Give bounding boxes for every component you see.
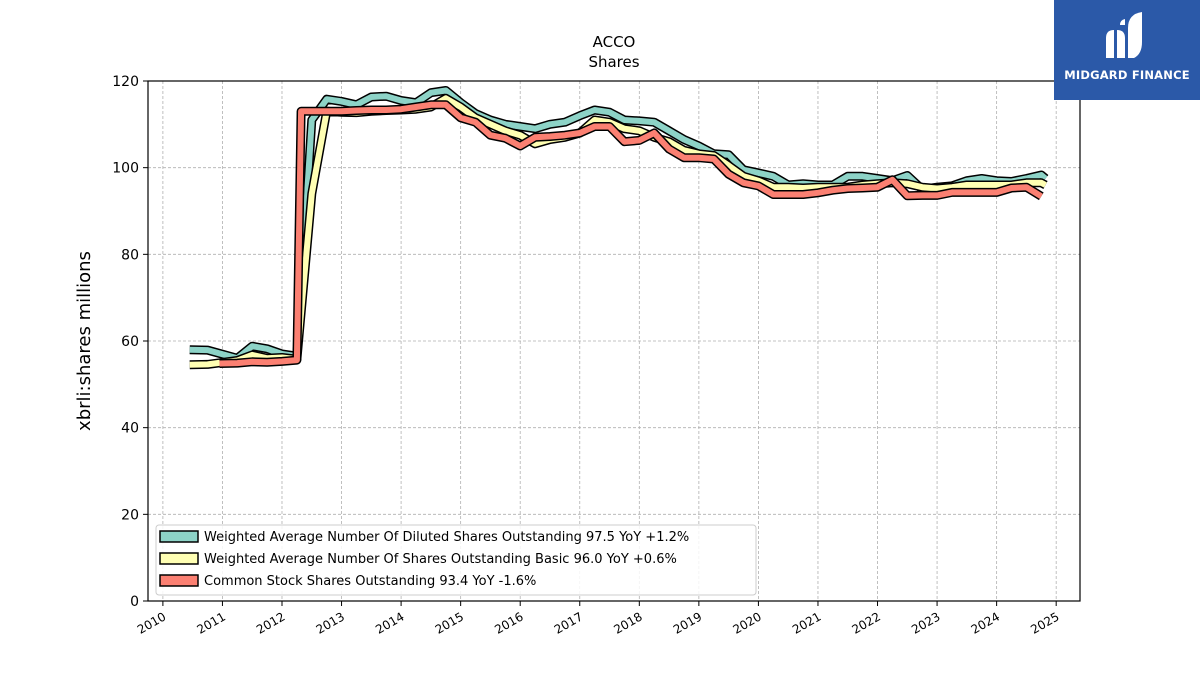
x-tick-label: 2025	[1028, 609, 1061, 636]
x-tick-label: 2018	[611, 609, 644, 636]
x-tick-label: 2017	[552, 609, 585, 636]
x-tick-label: 2020	[730, 609, 763, 636]
x-tick-label: 2021	[790, 609, 823, 636]
y-tick-label: 40	[121, 421, 139, 437]
series-layer	[189, 86, 1049, 370]
grid	[148, 80, 1080, 602]
y-tick-label: 100	[112, 161, 139, 177]
y-axis-label: xbrli:shares millions	[74, 251, 95, 431]
legend-item: Common Stock Shares Outstanding 93.4 YoY…	[159, 574, 536, 589]
x-tick-label: 2014	[373, 609, 406, 636]
x-tick-label: 2022	[850, 609, 883, 636]
x-tick-label: 2011	[194, 609, 227, 636]
x-tick-label: 2010	[135, 609, 168, 636]
chart-title: ACCO	[593, 33, 636, 51]
legend-item: Weighted Average Number Of Diluted Share…	[159, 530, 689, 545]
y-tick-label: 20	[121, 507, 139, 523]
x-tick-label: 2024	[969, 609, 1002, 636]
legend-swatch	[159, 574, 199, 587]
legend-swatch	[159, 552, 199, 565]
y-tick-label: 0	[130, 594, 139, 610]
x-tick-label: 2015	[433, 609, 466, 636]
legend-label: Weighted Average Number Of Shares Outsta…	[204, 552, 677, 567]
legend-box	[155, 524, 757, 596]
legend-label: Weighted Average Number Of Diluted Share…	[204, 530, 689, 545]
x-tick-label: 2013	[314, 609, 347, 636]
chart-subtitle: Shares	[588, 53, 639, 71]
y-tick-label: 60	[121, 334, 139, 350]
legend: Weighted Average Number Of Diluted Share…	[155, 524, 757, 596]
legend-label: Common Stock Shares Outstanding 93.4 YoY…	[204, 574, 536, 589]
y-tick-label: 120	[112, 74, 139, 90]
x-tick-label: 2023	[909, 609, 942, 636]
series-line	[219, 101, 1043, 367]
brand-logo: MIDGARD FINANCE	[1054, 0, 1200, 100]
y-tick-label: 80	[121, 247, 139, 263]
series-3	[219, 100, 1044, 368]
x-tick-label: 2019	[671, 609, 704, 636]
logo-text: MIDGARD FINANCE	[1064, 68, 1190, 82]
legend-swatch	[159, 530, 199, 543]
x-tick-label: 2012	[254, 609, 287, 636]
logo-mark-icon	[1106, 12, 1142, 58]
legend-item: Weighted Average Number Of Shares Outsta…	[159, 552, 677, 567]
x-tick-label: 2016	[492, 609, 525, 636]
